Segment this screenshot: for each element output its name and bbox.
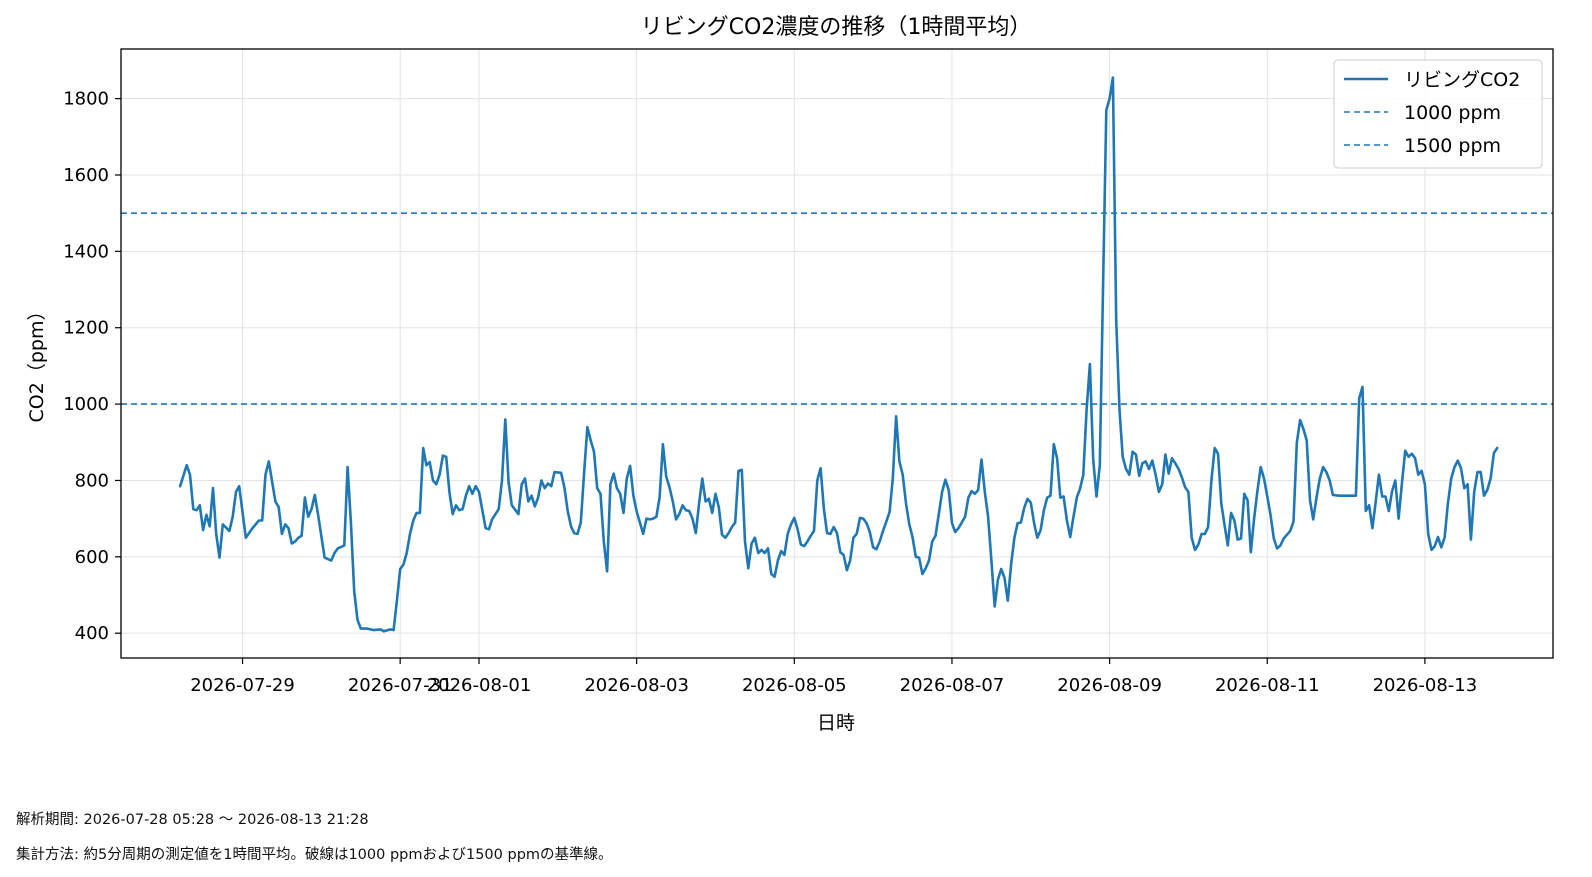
legend-box: [1333, 59, 1543, 169]
y-tick-label: 1400: [63, 241, 109, 262]
chart-title: リビングCO2濃度の推移（1時間平均）: [641, 15, 1032, 40]
x-tick-label: 2026-08-11: [1215, 675, 1320, 696]
y-axis-label: CO2（ppm）: [26, 302, 48, 423]
x-tick-label: 2026-08-05: [742, 675, 847, 696]
x-axis-label: 日時: [817, 712, 855, 734]
x-tick-label: 2026-08-07: [900, 675, 1005, 696]
y-tick-label: 600: [75, 547, 109, 568]
plot-frame: [120, 48, 1554, 659]
x-tick-label: 2026-08-03: [584, 675, 689, 696]
analysis-period-note: 解析期間: 2026-07-28 05:28 〜 2026-08-13 21:2…: [16, 812, 369, 828]
y-tick-label: 1600: [63, 165, 109, 186]
y-tick-label: 1800: [63, 89, 109, 110]
y-tick-label: 800: [75, 470, 109, 491]
legend-label: 1000 ppm: [1404, 102, 1501, 124]
threshold-lines: [121, 212, 1553, 405]
x-tick-label: 2026-07-31: [348, 675, 453, 696]
legend-label: 1500 ppm: [1404, 135, 1501, 157]
y-tick-label: 1000: [63, 394, 109, 415]
x-tick-label: 2026-07-29: [190, 675, 295, 696]
y-tick-label: 400: [75, 623, 109, 644]
co2-series-line: [178, 76, 1499, 633]
x-tick-label: 2026-08-01: [427, 675, 532, 696]
series-layer: [178, 76, 1499, 633]
method-note: 集計方法: 約5分周期の測定値を1時間平均。破線は1000 ppmおよび1500…: [16, 847, 613, 863]
x-tick-label: 2026-08-09: [1057, 675, 1162, 696]
y-tick-label: 1200: [63, 318, 109, 339]
x-tick-label: 2026-08-13: [1373, 675, 1478, 696]
legend-label: リビングCO2: [1404, 69, 1520, 91]
legend: リビングCO2 1000 ppm 1500 ppm: [1333, 59, 1543, 169]
